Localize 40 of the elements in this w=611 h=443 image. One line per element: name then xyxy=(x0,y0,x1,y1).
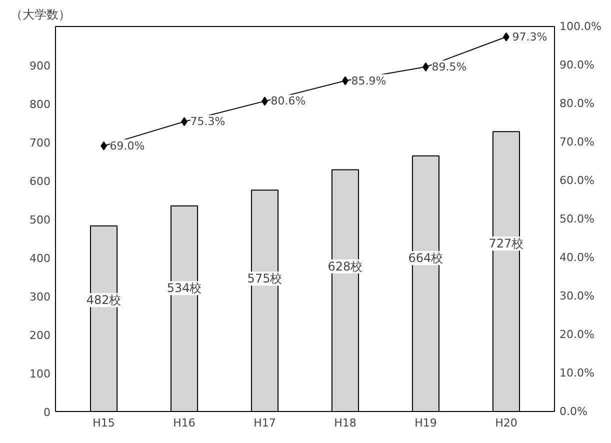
data-label: 69.0% xyxy=(110,139,145,152)
y-tick-label: 700 xyxy=(30,136,51,150)
data-label: 727校 xyxy=(488,236,524,251)
y2-tick-label: 100.0% xyxy=(560,20,602,33)
x-tick-label: H20 xyxy=(495,416,518,430)
data-label: 628校 xyxy=(328,259,363,274)
data-label: 80.6% xyxy=(270,94,306,108)
y2-tick-label: 0.0% xyxy=(560,405,588,418)
data-label: 534校 xyxy=(166,281,202,296)
y-tick-label: 500 xyxy=(30,214,51,226)
x-tick-label: H17 xyxy=(254,416,276,430)
y-tick-label: 600 xyxy=(30,175,51,188)
data-label: 482校 xyxy=(86,293,122,308)
y-tick-label: 400 xyxy=(30,252,51,265)
y-tick-label: 900 xyxy=(30,60,51,72)
y-tick-label: 300 xyxy=(30,290,51,304)
y2-tick-label: 20.0% xyxy=(560,328,594,341)
x-tick-label: H15 xyxy=(92,416,115,430)
data-label: 85.9% xyxy=(351,74,386,88)
y-tick-label: 200 xyxy=(30,329,51,342)
data-label: 75.3% xyxy=(190,115,226,128)
y-axis-title: （大学数） xyxy=(10,8,70,22)
y-tick-label: 800 xyxy=(30,98,51,111)
y-tick-label: 0 xyxy=(44,406,50,419)
y2-tick-label: 80.0% xyxy=(560,97,594,110)
x-tick-label: H16 xyxy=(173,416,196,430)
y2-tick-label: 10.0% xyxy=(560,366,594,380)
data-label: 664校 xyxy=(408,251,444,266)
y2-tick-label: 30.0% xyxy=(560,290,594,302)
y2-tick-label: 60.0% xyxy=(560,174,594,187)
y2-tick-label: 70.0% xyxy=(560,136,594,148)
x-tick-label: H18 xyxy=(334,416,356,430)
y2-tick-label: 90.0% xyxy=(560,58,594,72)
y2-tick-label: 50.0% xyxy=(560,212,594,226)
data-label: 97.3% xyxy=(512,30,548,44)
x-tick-label: H19 xyxy=(414,416,437,430)
data-label: 89.5% xyxy=(432,60,467,74)
data-label: 575校 xyxy=(247,272,282,286)
y2-tick-label: 40.0% xyxy=(560,251,594,264)
y-tick-label: 100 xyxy=(30,368,51,380)
